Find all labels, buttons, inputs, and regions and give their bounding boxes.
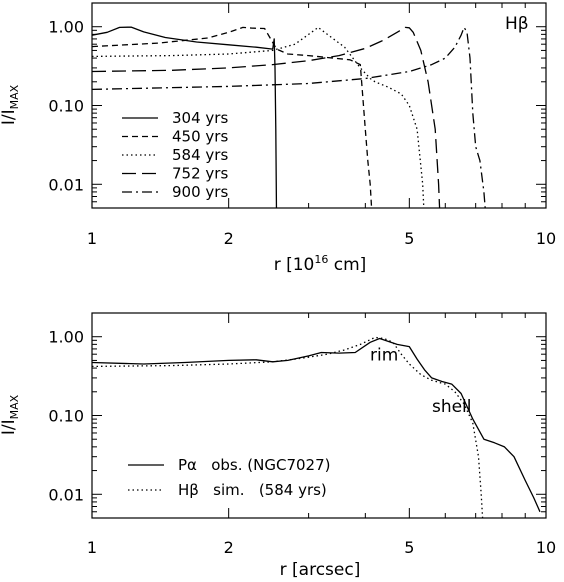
x-tick-label: 1 [87,229,97,248]
series-line-2 [92,26,425,208]
top-x-ticks: 1 2 5 10 [87,3,556,248]
x-tick-label: 10 [536,538,556,557]
legend-label: 450 yrs [172,128,228,146]
legend-label: Hβ sim. (584 yrs) [178,481,327,499]
x-tick-label: 5 [404,538,414,557]
annotation-rim: rim [370,345,398,365]
legend-label: Pα obs. (NGC7027) [178,456,330,474]
series-line-4 [92,26,486,208]
top-plot-frame [91,2,547,209]
x-tick-label: 2 [224,229,234,248]
bottom-series-group [92,336,541,518]
y-tick-label: 0.10 [48,407,84,426]
bottom-panel: 1 2 5 10 0.01 0.10 1.00 Pα obs. (NGC7027) Hβ s… [0,312,556,580]
bottom-y-axis-label: I/IMAX [0,394,21,435]
top-series-group [92,26,486,208]
x-tick-label: 2 [224,538,234,557]
top-y-ticks: 0.01 0.10 1.00 [48,2,546,209]
bottom-x-axis-label: r [arcsec] [280,560,361,580]
x-tick-label: 1 [87,538,97,557]
y-tick-label: 0.10 [48,97,84,116]
y-tick-label: 0.01 [48,485,84,504]
bottom-x-ticks: 1 2 5 10 [87,313,556,557]
legend-label: 752 yrs [172,165,228,183]
legend-label: 900 yrs [172,183,228,201]
y-tick-label: 0.01 [48,175,84,194]
top-x-axis-label: r [1016 cm] [274,253,367,275]
x-tick-label: 10 [536,229,556,248]
y-tick-label: 1.00 [48,328,84,347]
series-line-3 [92,26,441,208]
series-line-1 [92,26,373,208]
bottom-annotations: rim shell [370,345,472,417]
top-annotation-hbeta: Hβ [505,14,529,34]
legend-label: 304 yrs [172,109,228,127]
y-tick-label: 1.00 [48,18,84,37]
bottom-y-ticks: 0.01 0.10 1.00 [48,312,546,519]
bottom-legend: Pα obs. (NGC7027) Hβ sim. (584 yrs) [128,456,330,499]
x-tick-label: 5 [404,229,414,248]
series-line-0 [92,26,278,208]
legend-label: 584 yrs [172,146,228,164]
series-line-0 [92,337,541,513]
top-y-axis-label: I/IMAX [0,84,21,125]
annotation-shell: shell [432,397,472,417]
